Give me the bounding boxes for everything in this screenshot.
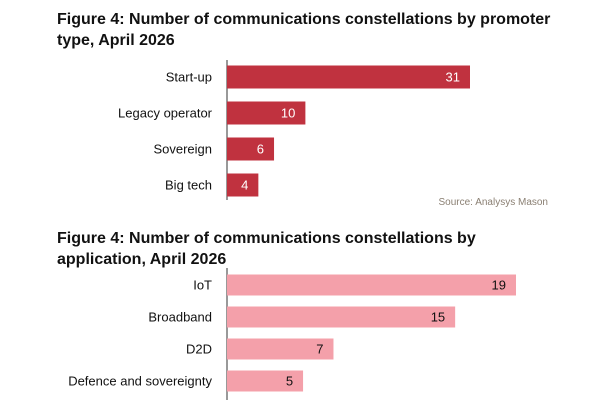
bar xyxy=(227,173,259,197)
value-label: 15 xyxy=(431,310,445,325)
chart-title: Figure 4: Number of communications const… xyxy=(57,230,476,268)
value-label: 31 xyxy=(446,70,460,85)
category-label: IoT xyxy=(193,278,212,293)
bar xyxy=(227,274,516,296)
bar xyxy=(227,101,306,125)
category-label: Sovereign xyxy=(153,142,212,157)
value-label: 19 xyxy=(492,278,506,293)
bar xyxy=(227,137,275,161)
category-label: Broadband xyxy=(148,310,212,325)
category-label: Big tech xyxy=(165,178,212,193)
promoter-type-bar-chart: Start-up 31 Legacy operator 10 Sovereign 6 Big… xyxy=(118,60,470,200)
value-label: 7 xyxy=(316,342,323,357)
value-label: 5 xyxy=(286,374,293,389)
source-note: Source: Analysys Mason xyxy=(438,197,549,208)
category-label: Defence and sovereignty xyxy=(68,374,212,389)
bar xyxy=(227,306,456,328)
category-label: Start-up xyxy=(166,70,212,85)
bar xyxy=(227,65,470,89)
category-label: Legacy operator xyxy=(118,106,213,121)
value-label: 10 xyxy=(281,106,295,121)
application-bar-chart: IoT 19 Broadband 15 D2D 7 Defence and sovereig… xyxy=(68,268,516,400)
category-label: D2D xyxy=(186,342,212,357)
chart-title: Figure 4: Number of communications const… xyxy=(57,11,551,49)
bar xyxy=(227,370,304,392)
bar xyxy=(227,338,334,360)
value-label: 6 xyxy=(257,142,264,157)
value-label: 4 xyxy=(241,178,248,193)
